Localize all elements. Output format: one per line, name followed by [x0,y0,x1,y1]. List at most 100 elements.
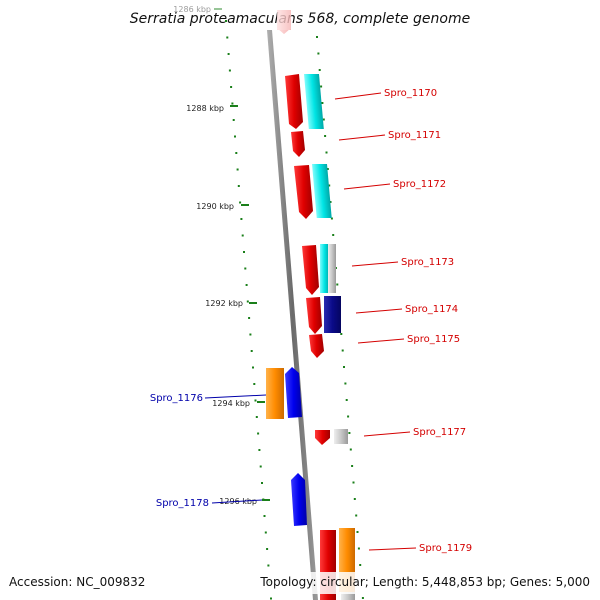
track-dot [225,20,227,22]
tick-1294: 1294 kbp [212,399,265,408]
gene-spro-1175[interactable]: Spro_1175 [309,334,460,358]
track-dot [243,251,245,253]
track-dot [321,102,324,104]
label-leader [343,183,391,190]
gene-label[interactable]: Spro_1174 [405,304,458,315]
gene-feature-block [312,164,332,218]
gene-arrow[interactable] [315,430,330,445]
track-dot [320,85,323,88]
label-leader [204,394,267,399]
map-title: Serratia proteamaculans 568, complete ge… [130,11,470,27]
track-dot [226,36,229,39]
track-dot [359,564,362,566]
track-dot [257,432,260,435]
tick-label: 1290 kbp [196,202,234,211]
gene-arrow[interactable] [309,334,324,358]
track-dot [340,333,343,335]
gene-faint-top-body [277,10,291,34]
track-dot [240,218,243,220]
label-leader [338,134,386,141]
gene-label[interactable]: Spro_1178 [156,498,209,509]
track-dot [255,416,258,418]
label-leader [368,547,417,551]
gene-label[interactable]: Spro_1173 [401,257,454,268]
track-dot [231,102,234,105]
track-dot [259,465,262,468]
track-dot [266,548,269,550]
gene-label[interactable]: Spro_1179 [419,543,472,554]
gene-label[interactable]: Spro_1177 [413,427,466,438]
gene-feature-block [328,244,336,293]
track-dot [258,449,261,451]
gene-feature-block [334,429,348,444]
left-track-dots [225,20,272,600]
label-leader [363,431,411,437]
track-dot [230,86,233,88]
tick-1286: 1286 kbp [173,5,222,14]
gene-arrow[interactable] [291,131,305,157]
gene-spro-1177[interactable]: Spro_1177 [315,427,466,445]
gene-spro-1174[interactable]: Spro_1174 [306,296,458,334]
track-dot [341,349,344,352]
track-dot [227,53,230,55]
track-dot [252,366,254,369]
gene-arrow[interactable] [302,245,319,295]
track-dot [245,284,248,286]
tick-label: 1294 kbp [212,399,250,408]
gene-label[interactable]: Spro_1172 [393,179,446,190]
track-dot [253,383,256,385]
track-dot [267,564,270,567]
track-dot [249,333,252,336]
gene-spro-1172[interactable]: Spro_1172 [294,164,446,219]
track-dot [330,217,333,220]
label-leader [357,338,405,344]
track-dot [344,382,347,385]
track-dot [241,234,244,237]
track-dot [325,151,328,154]
track-dot [355,514,358,517]
track-dot [349,448,352,451]
gene-arrow[interactable] [285,74,303,129]
gene-feature-block [341,592,355,600]
track-dot [270,597,272,600]
track-dot [237,185,240,187]
track-dot [352,481,355,484]
track-dot [328,184,331,187]
label-leader [211,499,263,504]
gene-arrow[interactable] [294,165,313,219]
tick-1292: 1292 kbp [205,299,257,308]
track-dot [343,366,345,368]
gene-spro-1171[interactable]: Spro_1171 [291,130,441,157]
gene-feature-block [324,296,341,333]
gene-label[interactable]: Spro_1171 [388,130,441,141]
gene-label[interactable]: Spro_1175 [407,334,460,345]
gene-spro-1170[interactable]: Spro_1170 [285,74,437,129]
gene-feature-block [320,244,329,293]
track-dot [235,152,238,154]
gene-spro-1173[interactable]: Spro_1173 [302,244,454,295]
label-leader [334,92,382,100]
track-dot [232,119,235,121]
topology-text: Topology: circular; Length: 5,448,853 bp… [259,575,590,589]
track-dot [361,597,364,599]
tick-label: 1286 kbp [173,5,211,14]
track-dot [234,135,236,138]
gene-arrow[interactable] [285,367,302,418]
track-dot [228,69,231,72]
label-leader [351,261,399,267]
gene-label[interactable]: Spro_1176 [150,393,203,404]
gene-arrow[interactable] [291,473,307,526]
label-leader [355,308,403,314]
track-dot [316,36,318,38]
gene-spro-1178[interactable]: Spro_1178 [156,473,307,526]
track-dot [351,465,354,467]
gene-label[interactable]: Spro_1170 [384,88,437,99]
gene-spro-1176[interactable]: Spro_1176 [150,367,302,419]
track-dot [353,498,356,500]
track-dot [329,201,332,203]
track-dot [326,168,329,170]
track-dot [347,415,350,418]
track-dot [348,432,351,434]
gene-arrow[interactable] [306,297,322,334]
